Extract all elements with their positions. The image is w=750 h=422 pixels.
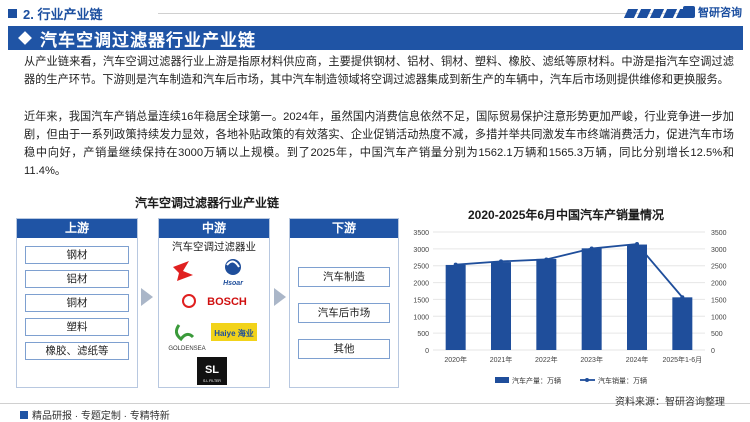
logo: 智研咨询 <box>683 4 742 20</box>
title-banner: 汽车空调过滤器行业产业链 <box>8 26 743 50</box>
brand-goldensea: GOLDENSEA <box>168 346 205 352</box>
hsoar-logo: Hsoar <box>223 259 244 287</box>
svg-text:SL: SL <box>205 364 219 376</box>
sales-chart: 0 0 500 500 1000 1000 1500 1500 2000 2000 2500 2500… <box>413 230 727 385</box>
line-point <box>453 262 458 267</box>
y-tick-label-right: 1000 <box>711 314 727 321</box>
y-tick-label-right: 2000 <box>711 281 727 288</box>
footer-tagline: 精品研报 · 专题定制 · 专精特新 <box>20 407 170 422</box>
diamond-icon <box>18 31 32 45</box>
x-tick-label: 2022年 <box>535 355 558 364</box>
upstream-header: 上游 <box>17 219 137 238</box>
arrow-icon <box>141 288 153 306</box>
chart-title: 2020-2025年6月中国汽车产销量情况 <box>468 208 665 222</box>
diagram-title: 汽车空调过滤器行业产业链 <box>135 196 280 210</box>
y-tick-label-left: 2500 <box>413 264 429 271</box>
stripe-decoration <box>623 9 691 18</box>
legend-bar-label: 汽车产量：万辆 <box>512 376 561 385</box>
line-point <box>635 242 639 247</box>
paragraph-industry-chain: 从产业链来看，汽车空调过滤器行业上游是指原材料供应商，主要提供钢材、铝材、铜材、… <box>24 56 734 86</box>
page-title: 汽车空调过滤器行业产业链 <box>40 30 256 50</box>
y-tick-label-right: 3000 <box>711 247 727 254</box>
upstream-item: 橡胶、滤纸等 <box>25 342 129 360</box>
red-tiger-logo-icon <box>173 261 193 281</box>
x-tick-label: 2023年 <box>580 355 603 364</box>
legend-line-label: 汽车销量：万辆 <box>598 376 647 385</box>
downstream-item: 汽车后市场 <box>298 303 390 323</box>
midstream-subtitle: 汽车空调过滤器业 <box>172 241 256 253</box>
logo-icon <box>683 6 695 18</box>
goldensea-logo: GOLDENSEA <box>168 324 206 352</box>
downstream-header: 下游 <box>290 219 398 238</box>
haiye-logo: Haiye 海业 <box>211 323 257 341</box>
bar <box>627 244 647 350</box>
x-tick-label: 2024年 <box>626 355 649 364</box>
bar <box>491 262 511 350</box>
legend-bar-swatch <box>495 377 509 383</box>
upstream-item: 铜材 <box>25 294 129 312</box>
logo-text: 智研咨询 <box>698 7 742 19</box>
upstream-column: 上游 钢材 铝材 铜材 塑料 橡胶、滤纸等 <box>16 218 138 388</box>
footer-text: 精品研报 · 专题定制 · 专精特新 <box>32 411 170 422</box>
top-bar: 2. 行业产业链 智研咨询 <box>0 0 750 26</box>
arrow-icon <box>274 288 286 306</box>
brand-bosch: BOSCH <box>207 296 247 308</box>
x-tick-label: 2025年1-6月 <box>662 355 702 364</box>
y-tick-label-left: 3000 <box>413 247 429 254</box>
midstream-header: 中游 <box>159 219 269 238</box>
y-tick-label-right: 2500 <box>711 264 727 271</box>
bosch-logo: BOSCH <box>182 294 247 308</box>
bar <box>672 297 693 350</box>
header-divider <box>158 13 678 14</box>
footer: 精品研报 · 专题定制 · 专精特新 资料来源：智研咨询整理 <box>0 397 750 422</box>
brand-sl: S.L FILTER <box>203 379 221 383</box>
upstream-item: 铝材 <box>25 270 129 288</box>
x-tick-label: 2021年 <box>490 355 513 364</box>
square-icon <box>8 9 17 18</box>
upstream-item: 塑料 <box>25 318 129 336</box>
section-title: 2. 行业产业链 <box>8 4 102 23</box>
downstream-column: 下游 汽车制造 汽车后市场 其他 <box>289 218 399 388</box>
y-tick-label-right: 0 <box>711 348 715 355</box>
series-line <box>455 243 684 298</box>
brand-haiye: Haiye 海业 <box>214 328 254 338</box>
section-title-text: 2. 行业产业链 <box>23 7 103 22</box>
y-tick-label-left: 0 <box>425 348 429 355</box>
legend-line-marker <box>585 378 589 382</box>
y-tick-label-left: 1500 <box>413 297 429 304</box>
y-tick-label-left: 1000 <box>413 314 429 321</box>
line-point <box>544 257 549 262</box>
paragraph-market: 近年来，我国汽车产销总量连续16年稳居全球第一。2024年，虽然国内消费信息依然… <box>24 111 734 177</box>
downstream-item: 汽车制造 <box>298 267 390 287</box>
x-tick-label: 2020年 <box>444 355 467 364</box>
sl-filter-logo: SL S.L FILTER <box>197 357 227 385</box>
y-tick-label-left: 2000 <box>413 281 429 288</box>
y-tick-label-right: 1500 <box>711 297 727 304</box>
line-point <box>589 246 594 251</box>
bar <box>536 258 557 350</box>
square-icon <box>20 410 28 419</box>
brand-hsoar: Hsoar <box>223 280 244 287</box>
y-tick-label-right: 3500 <box>711 230 727 237</box>
bar <box>445 264 466 350</box>
y-tick-label-left: 3500 <box>413 230 429 237</box>
upstream-item: 钢材 <box>25 246 129 264</box>
midstream-column: 中游 汽车空调过滤器业 Hsoar BOSCH GOLDENSEA Haiye … <box>158 218 270 388</box>
y-tick-label-left: 500 <box>417 331 429 338</box>
line-point <box>680 295 685 300</box>
source-note: 资料来源：智研咨询整理 <box>615 397 725 408</box>
brand-logos: Hsoar BOSCH GOLDENSEA Haiye 海业 SL S.L FI… <box>168 259 257 385</box>
bar <box>581 248 602 350</box>
line-point <box>499 259 503 264</box>
y-tick-label-right: 500 <box>711 331 723 338</box>
downstream-item: 其他 <box>298 339 390 359</box>
